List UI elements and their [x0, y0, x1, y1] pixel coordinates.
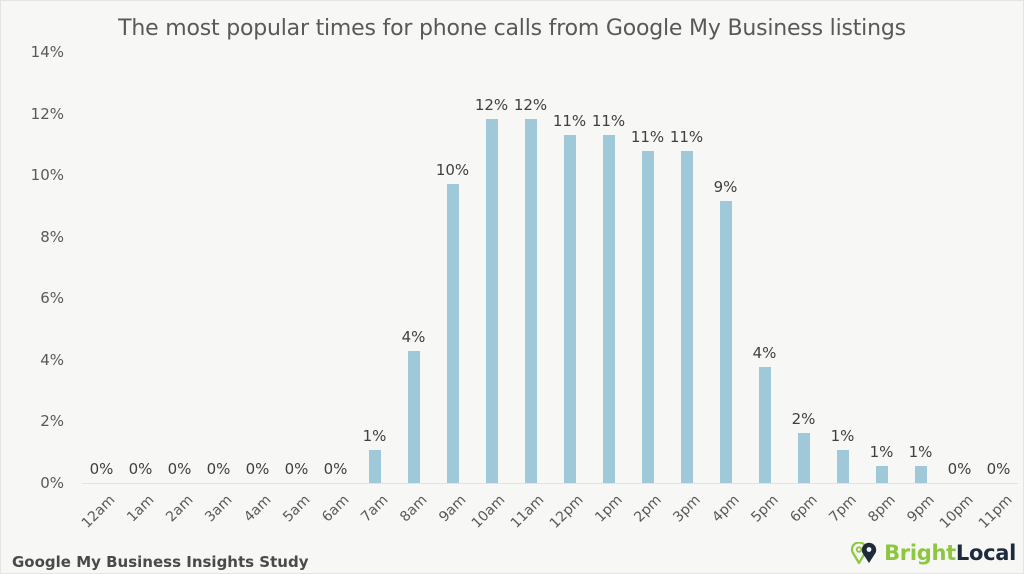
bar-6pm: [797, 433, 810, 483]
y-tick-label: 8%: [40, 227, 64, 246]
bar-7am: [368, 450, 381, 483]
bar-9pm: [914, 466, 927, 483]
bar-8am: [407, 350, 420, 483]
data-label: 11%: [591, 112, 626, 131]
data-label: 0%: [89, 460, 114, 478]
data-label: 0%: [284, 460, 309, 478]
bar-8pm: [875, 466, 888, 483]
x-axis-line: [82, 483, 1018, 484]
bar-2pm: [641, 151, 654, 483]
data-label: 0%: [947, 460, 972, 478]
bar-9am: [446, 184, 459, 483]
data-label: 11%: [630, 128, 665, 147]
data-label: 0%: [167, 460, 192, 478]
data-label: 12%: [513, 95, 548, 114]
data-label: 12%: [474, 95, 509, 114]
bar-3pm: [680, 151, 693, 483]
data-label: 0%: [245, 460, 270, 478]
data-label: 2%: [791, 410, 816, 429]
logo-text-bright: Bright: [884, 541, 956, 565]
data-label: 0%: [986, 460, 1011, 478]
y-tick-label: 2%: [40, 412, 64, 431]
data-label: 0%: [323, 460, 348, 478]
data-label: 9%: [713, 178, 738, 197]
y-tick-label: 10%: [30, 166, 64, 185]
y-tick-label: 4%: [40, 350, 64, 369]
chart-title: The most popular times for phone calls f…: [118, 16, 906, 41]
bar-10am: [485, 118, 498, 483]
map-pin-icon: [851, 542, 877, 564]
bar-5pm: [758, 366, 771, 483]
y-tick-label: 0%: [40, 474, 64, 492]
data-label: 10%: [435, 161, 470, 180]
bar-4pm: [719, 201, 732, 483]
data-label: 4%: [401, 327, 426, 346]
y-tick-label: 6%: [40, 289, 64, 308]
data-label: 1%: [869, 443, 894, 462]
data-label: 1%: [908, 443, 933, 462]
bar-7pm: [836, 450, 849, 483]
logo-text-local: Local: [955, 541, 1016, 565]
data-label: 0%: [206, 460, 231, 478]
brightlocal-logo: Bright Local: [851, 541, 1016, 565]
bar-1pm: [602, 135, 615, 483]
y-tick-label: 14%: [30, 43, 64, 61]
data-label: 1%: [362, 427, 387, 446]
data-label: 0%: [128, 460, 153, 478]
bar-11am: [524, 118, 537, 483]
data-label: 1%: [830, 427, 855, 446]
data-label: 11%: [552, 112, 587, 131]
data-label: 11%: [669, 128, 704, 147]
data-label: 4%: [752, 343, 777, 362]
y-tick-label: 12%: [30, 104, 64, 123]
bar-12pm: [563, 135, 576, 483]
study-name: Google My Business Insights Study: [12, 553, 309, 571]
